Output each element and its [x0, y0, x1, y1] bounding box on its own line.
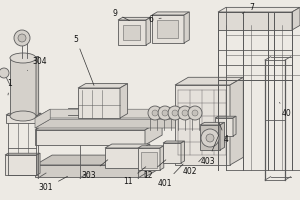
Polygon shape — [78, 88, 120, 118]
Polygon shape — [6, 115, 38, 123]
Text: 402: 402 — [183, 157, 203, 176]
Text: 40: 40 — [280, 102, 291, 117]
Polygon shape — [38, 113, 41, 123]
Polygon shape — [184, 12, 189, 43]
Text: 4: 4 — [219, 123, 228, 144]
Polygon shape — [78, 84, 128, 88]
Polygon shape — [200, 122, 225, 125]
Text: 403: 403 — [201, 135, 219, 166]
Polygon shape — [35, 109, 220, 118]
Circle shape — [201, 129, 219, 147]
Polygon shape — [120, 84, 127, 118]
Polygon shape — [160, 146, 164, 170]
Circle shape — [188, 106, 202, 120]
Text: 11: 11 — [123, 167, 146, 186]
Polygon shape — [163, 141, 184, 143]
Polygon shape — [35, 119, 220, 128]
Polygon shape — [141, 152, 157, 168]
Polygon shape — [143, 144, 150, 168]
Circle shape — [168, 106, 182, 120]
Text: 303: 303 — [82, 160, 108, 180]
Text: 304: 304 — [27, 58, 47, 70]
Polygon shape — [220, 122, 225, 150]
Ellipse shape — [10, 53, 36, 63]
Text: 5: 5 — [74, 34, 94, 85]
Polygon shape — [138, 148, 160, 170]
Polygon shape — [218, 7, 300, 12]
Polygon shape — [35, 130, 145, 145]
Polygon shape — [145, 120, 162, 145]
Polygon shape — [163, 143, 181, 163]
Circle shape — [148, 106, 162, 120]
Polygon shape — [200, 125, 220, 150]
Polygon shape — [175, 85, 230, 165]
Polygon shape — [37, 153, 40, 175]
Text: 1: 1 — [8, 78, 12, 95]
Circle shape — [18, 34, 26, 42]
Polygon shape — [5, 153, 40, 155]
Circle shape — [192, 110, 198, 116]
Polygon shape — [105, 148, 143, 168]
Polygon shape — [181, 141, 184, 163]
Polygon shape — [118, 17, 151, 20]
Polygon shape — [35, 165, 145, 177]
Polygon shape — [218, 12, 292, 30]
Polygon shape — [10, 58, 36, 116]
Polygon shape — [157, 20, 178, 38]
Polygon shape — [36, 56, 39, 116]
Polygon shape — [230, 77, 243, 165]
Polygon shape — [123, 25, 140, 40]
Circle shape — [0, 68, 9, 78]
Polygon shape — [35, 120, 162, 130]
Polygon shape — [152, 15, 184, 43]
Polygon shape — [5, 155, 37, 175]
Text: 6: 6 — [148, 15, 161, 23]
Polygon shape — [145, 155, 162, 177]
Polygon shape — [105, 144, 150, 148]
Polygon shape — [6, 113, 41, 115]
Text: 401: 401 — [158, 164, 183, 188]
Polygon shape — [292, 7, 300, 30]
Polygon shape — [35, 109, 50, 128]
Circle shape — [178, 106, 192, 120]
Text: 12: 12 — [143, 160, 166, 180]
Circle shape — [152, 110, 158, 116]
Polygon shape — [152, 12, 189, 15]
Circle shape — [14, 30, 30, 46]
Circle shape — [182, 110, 188, 116]
Polygon shape — [146, 17, 151, 45]
Circle shape — [158, 106, 172, 120]
Ellipse shape — [10, 111, 36, 121]
Polygon shape — [10, 56, 39, 58]
Polygon shape — [175, 77, 243, 85]
Text: 9: 9 — [112, 8, 130, 21]
Text: 7: 7 — [242, 2, 254, 13]
Polygon shape — [35, 155, 162, 165]
Text: 301: 301 — [39, 176, 68, 192]
Polygon shape — [215, 116, 236, 118]
Polygon shape — [138, 146, 164, 148]
Circle shape — [206, 134, 214, 142]
Circle shape — [172, 110, 178, 116]
Polygon shape — [118, 20, 146, 45]
Polygon shape — [233, 116, 236, 136]
Circle shape — [162, 110, 168, 116]
Polygon shape — [215, 118, 233, 136]
